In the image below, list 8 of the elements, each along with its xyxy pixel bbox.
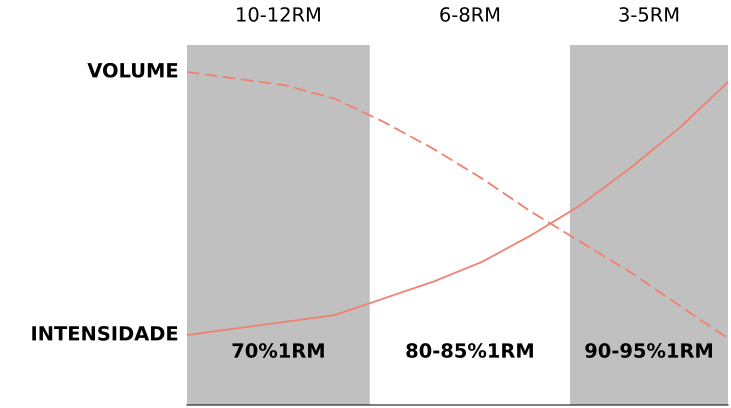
annotation: 70%1RM [232,343,324,358]
text: 6-8RM [440,7,500,22]
series-label: VOLUME [87,62,178,78]
series-label: INTENSIDADE [32,326,178,341]
text: 10-12RM [237,7,320,22]
text: 3-5RM [619,7,678,22]
annotation: 90-95%1RM [585,343,712,358]
annotation: 80-85%1RM [406,343,533,358]
